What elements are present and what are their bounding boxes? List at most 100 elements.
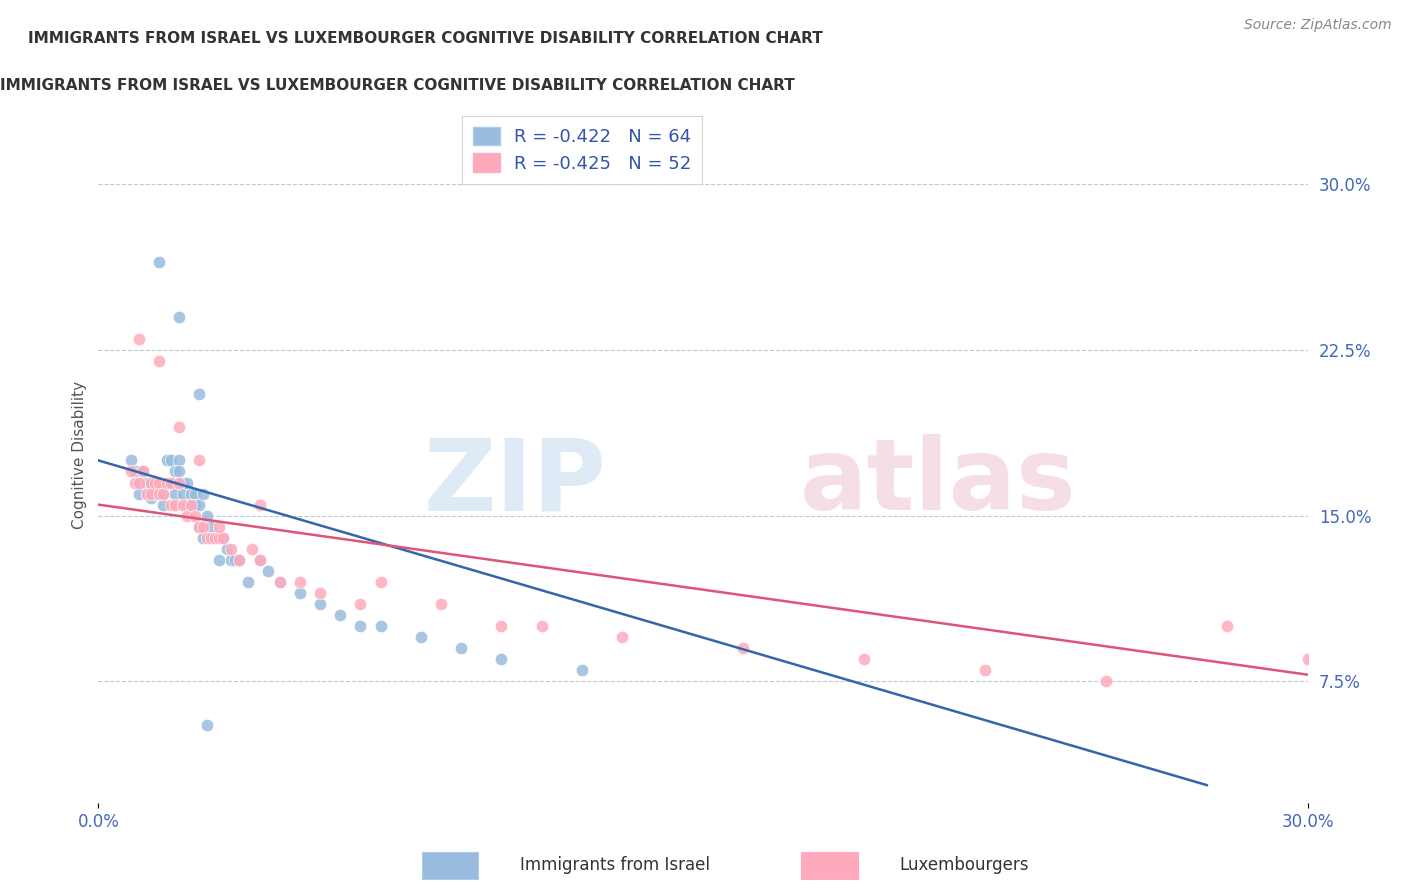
Point [128, 486, 150, 500]
Point [167, 465, 190, 479]
Point [188, 519, 211, 533]
Point [124, 475, 146, 490]
Point [152, 486, 174, 500]
Point [184, 498, 207, 512]
Point [200, 519, 222, 533]
Point [188, 519, 211, 533]
Point [156, 475, 179, 490]
Point [221, 541, 243, 556]
Point [160, 453, 183, 467]
Point [120, 453, 142, 467]
Text: atlas: atlas [800, 434, 1077, 532]
Point [172, 498, 194, 512]
Point [195, 718, 218, 732]
Point [176, 498, 198, 512]
Text: Source: ZipAtlas.com: Source: ZipAtlas.com [1244, 18, 1392, 32]
Point [256, 564, 278, 578]
Point [853, 652, 876, 666]
Point [349, 619, 371, 633]
Point [370, 574, 392, 589]
Point [212, 531, 235, 545]
Point [148, 254, 170, 268]
Point [249, 498, 271, 512]
Point [180, 486, 202, 500]
Legend: R = -0.422   N = 64, R = -0.425   N = 52: R = -0.422 N = 64, R = -0.425 N = 52 [461, 116, 703, 184]
Point [139, 486, 162, 500]
Point [1296, 652, 1319, 666]
Point [612, 630, 634, 644]
Point [180, 498, 202, 512]
Point [193, 531, 215, 545]
Point [249, 553, 271, 567]
Point [143, 475, 166, 490]
Point [152, 486, 174, 500]
Point [160, 475, 183, 490]
Point [212, 531, 235, 545]
Point [167, 420, 190, 434]
Point [733, 641, 755, 656]
Point [184, 508, 207, 523]
Point [143, 475, 166, 490]
Point [228, 553, 250, 567]
Point [195, 508, 218, 523]
Point [135, 486, 157, 500]
Point [148, 354, 170, 368]
Point [288, 574, 311, 589]
Point [491, 652, 513, 666]
Point [370, 619, 392, 633]
Point [228, 553, 250, 567]
Point [208, 531, 231, 545]
Point [160, 475, 183, 490]
Point [152, 498, 174, 512]
Point [139, 491, 162, 505]
Point [172, 486, 194, 500]
Point [120, 465, 142, 479]
Point [139, 475, 162, 490]
Text: IMMIGRANTS FROM ISRAEL VS LUXEMBOURGER COGNITIVE DISABILITY CORRELATION CHART: IMMIGRANTS FROM ISRAEL VS LUXEMBOURGER C… [28, 31, 823, 46]
Point [309, 597, 332, 611]
Point [163, 498, 186, 512]
Point [269, 574, 291, 589]
Point [309, 586, 332, 600]
Point [450, 641, 472, 656]
Point [217, 541, 239, 556]
Point [128, 475, 150, 490]
Y-axis label: Cognitive Disability: Cognitive Disability [72, 381, 87, 529]
Text: IMMIGRANTS FROM ISRAEL VS LUXEMBOURGER COGNITIVE DISABILITY CORRELATION CHART: IMMIGRANTS FROM ISRAEL VS LUXEMBOURGER C… [0, 78, 794, 94]
Point [249, 553, 271, 567]
Point [167, 475, 190, 490]
Point [208, 519, 231, 533]
Point [530, 619, 553, 633]
Point [148, 486, 170, 500]
Point [188, 453, 211, 467]
Point [195, 531, 218, 545]
Point [349, 597, 371, 611]
Point [974, 663, 997, 677]
Point [139, 475, 162, 490]
Point [128, 475, 150, 490]
Point [208, 531, 231, 545]
Point [148, 475, 170, 490]
Point [430, 597, 453, 611]
Text: ZIP: ZIP [423, 434, 606, 532]
Point [221, 553, 243, 567]
Point [193, 486, 215, 500]
Point [200, 531, 222, 545]
Point [240, 541, 263, 556]
Point [143, 486, 166, 500]
Text: Luxembourgers: Luxembourgers [900, 856, 1029, 874]
Point [167, 475, 190, 490]
Point [167, 453, 190, 467]
Point [329, 608, 352, 623]
Point [571, 663, 593, 677]
Point [269, 574, 291, 589]
Point [156, 475, 179, 490]
Point [200, 531, 222, 545]
Point [128, 332, 150, 346]
Point [172, 475, 194, 490]
Point [160, 498, 183, 512]
Point [1216, 619, 1239, 633]
Point [124, 465, 146, 479]
Point [135, 475, 157, 490]
Point [236, 574, 259, 589]
